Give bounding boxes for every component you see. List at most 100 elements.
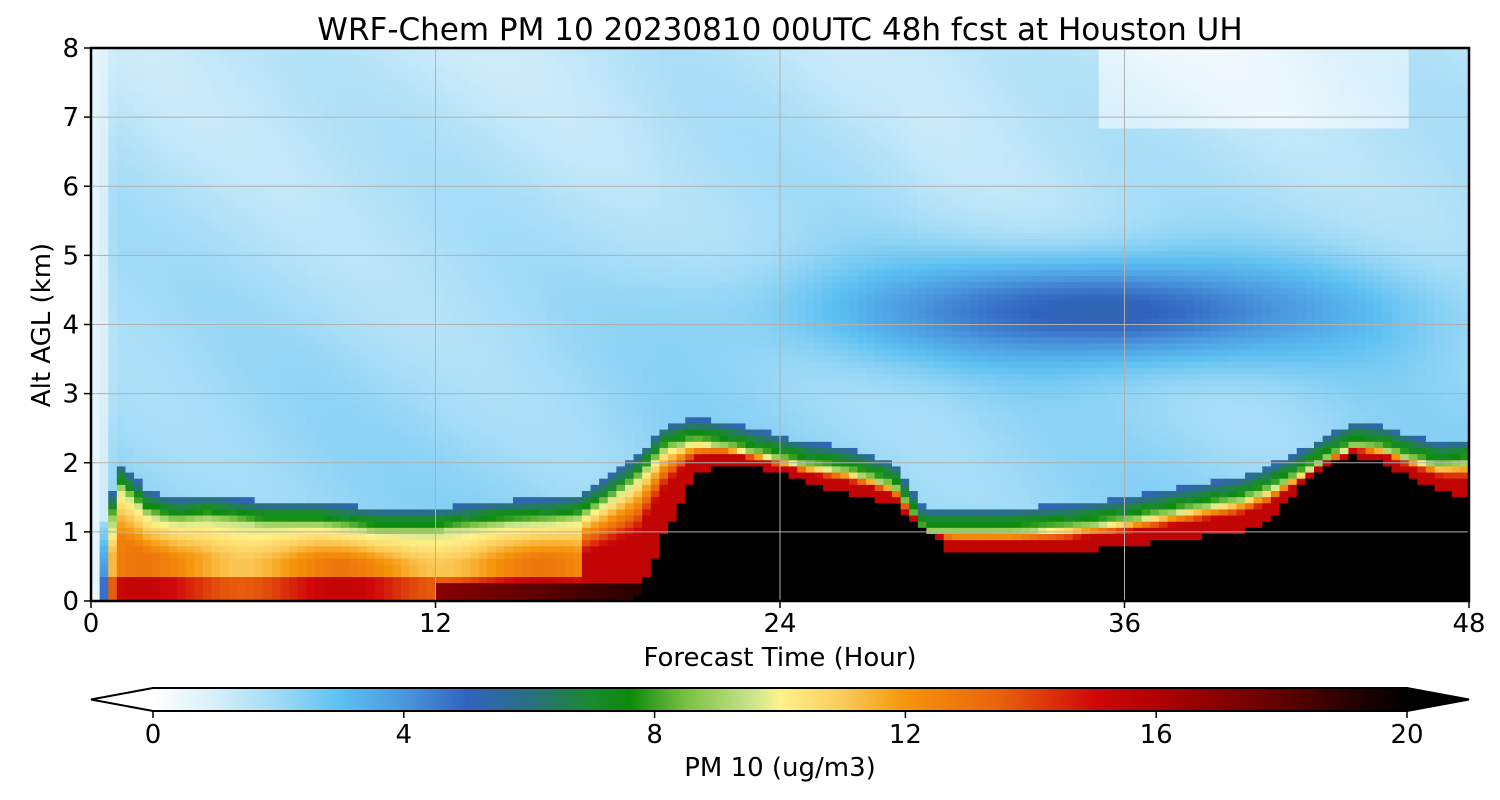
heatmap-cell bbox=[521, 152, 531, 160]
heatmap-cell bbox=[99, 152, 109, 160]
heatmap-cell bbox=[349, 392, 359, 399]
heatmap-cell bbox=[263, 582, 273, 590]
heatmap-cell bbox=[495, 318, 505, 326]
heatmap-cell bbox=[383, 373, 394, 381]
heatmap-cell bbox=[444, 539, 454, 547]
heatmap-cell bbox=[435, 189, 445, 197]
heatmap-cell bbox=[383, 471, 394, 479]
heatmap-cell bbox=[366, 385, 376, 393]
heatmap-cell bbox=[168, 349, 178, 356]
heatmap-cell bbox=[289, 109, 299, 117]
heatmap-cell bbox=[297, 373, 307, 381]
heatmap-cell bbox=[461, 416, 471, 424]
heatmap-cell bbox=[564, 416, 574, 424]
heatmap-cell bbox=[211, 490, 221, 498]
heatmap-cell bbox=[159, 361, 170, 369]
heatmap-cell bbox=[375, 588, 385, 596]
heatmap-cell bbox=[357, 398, 368, 405]
heatmap-cell bbox=[323, 404, 333, 412]
heatmap-cell bbox=[263, 527, 273, 535]
heatmap-cell bbox=[228, 84, 239, 92]
heatmap-cell bbox=[297, 287, 307, 295]
heatmap-cell bbox=[263, 478, 273, 485]
heatmap-cell bbox=[521, 336, 531, 344]
heatmap-cell bbox=[116, 453, 127, 461]
heatmap-cell bbox=[289, 367, 299, 375]
heatmap-cell bbox=[323, 545, 333, 553]
heatmap-cell bbox=[556, 453, 566, 461]
heatmap-cell bbox=[332, 447, 342, 455]
heatmap-cell bbox=[366, 545, 376, 553]
heatmap-cell bbox=[547, 66, 557, 74]
heatmap-cell bbox=[478, 164, 488, 172]
heatmap-cell bbox=[366, 238, 376, 246]
heatmap-cell bbox=[426, 478, 437, 485]
heatmap-cell bbox=[513, 564, 523, 571]
heatmap-cell bbox=[220, 582, 230, 590]
heatmap-cell bbox=[246, 324, 256, 332]
heatmap-cell bbox=[538, 349, 549, 356]
heatmap-cell bbox=[340, 539, 350, 547]
heatmap-cell bbox=[418, 367, 428, 375]
heatmap-cell bbox=[452, 127, 462, 135]
heatmap-cell bbox=[237, 471, 247, 479]
heatmap-cell bbox=[194, 367, 204, 375]
heatmap-cell bbox=[444, 324, 454, 332]
heatmap-cell bbox=[513, 594, 523, 601]
heatmap-cell bbox=[254, 576, 264, 584]
heatmap-cell bbox=[487, 220, 497, 227]
heatmap-cell bbox=[504, 256, 514, 264]
heatmap-cell bbox=[504, 508, 514, 516]
heatmap-cell bbox=[435, 269, 445, 276]
heatmap-cell bbox=[108, 502, 118, 510]
heatmap-cell bbox=[185, 84, 195, 92]
heatmap-cell bbox=[409, 97, 419, 104]
heatmap-cell bbox=[263, 293, 273, 301]
heatmap-cell bbox=[418, 287, 428, 295]
heatmap-cell bbox=[246, 66, 256, 74]
heatmap-cell bbox=[185, 410, 195, 418]
heatmap-cell bbox=[383, 60, 394, 68]
heatmap-cell bbox=[185, 256, 195, 264]
heatmap-cell bbox=[478, 213, 488, 221]
heatmap-cell bbox=[556, 490, 566, 498]
heatmap-cell bbox=[159, 533, 170, 541]
heatmap-cell bbox=[383, 490, 394, 498]
heatmap-cell bbox=[220, 441, 230, 448]
heatmap-cell bbox=[409, 66, 419, 74]
heatmap-cell bbox=[418, 281, 428, 289]
heatmap-cell bbox=[444, 287, 454, 295]
heatmap-cell bbox=[202, 207, 213, 215]
heatmap-cell bbox=[194, 269, 204, 276]
heatmap-cell bbox=[108, 539, 118, 547]
heatmap-cell bbox=[211, 287, 221, 295]
heatmap-cell bbox=[461, 134, 471, 141]
heatmap-cell bbox=[452, 177, 462, 184]
heatmap-cell bbox=[185, 213, 195, 221]
heatmap-cell bbox=[306, 140, 316, 147]
heatmap-cell bbox=[297, 447, 307, 455]
heatmap-cell bbox=[487, 582, 497, 590]
heatmap-cell bbox=[435, 502, 445, 510]
heatmap-cell bbox=[177, 287, 187, 295]
heatmap-cell bbox=[297, 226, 307, 233]
heatmap-cell bbox=[323, 594, 333, 601]
heatmap-cell bbox=[530, 281, 540, 289]
heatmap-cell bbox=[228, 379, 239, 387]
heatmap-cell bbox=[108, 490, 118, 498]
heatmap-cell bbox=[297, 502, 307, 510]
heatmap-cell bbox=[314, 140, 325, 147]
heatmap-cell bbox=[538, 422, 549, 430]
heatmap-cell bbox=[254, 195, 264, 203]
heatmap-cell bbox=[469, 416, 480, 424]
heatmap-cell bbox=[306, 422, 316, 430]
heatmap-cell bbox=[306, 582, 316, 590]
heatmap-cell bbox=[91, 478, 101, 485]
heatmap-cell bbox=[168, 355, 178, 362]
heatmap-cell bbox=[426, 349, 437, 356]
heatmap-cell bbox=[306, 54, 316, 61]
heatmap-cell bbox=[357, 385, 368, 393]
heatmap-cell bbox=[306, 539, 316, 547]
heatmap-cell bbox=[185, 115, 195, 123]
heatmap-cell bbox=[177, 564, 187, 571]
